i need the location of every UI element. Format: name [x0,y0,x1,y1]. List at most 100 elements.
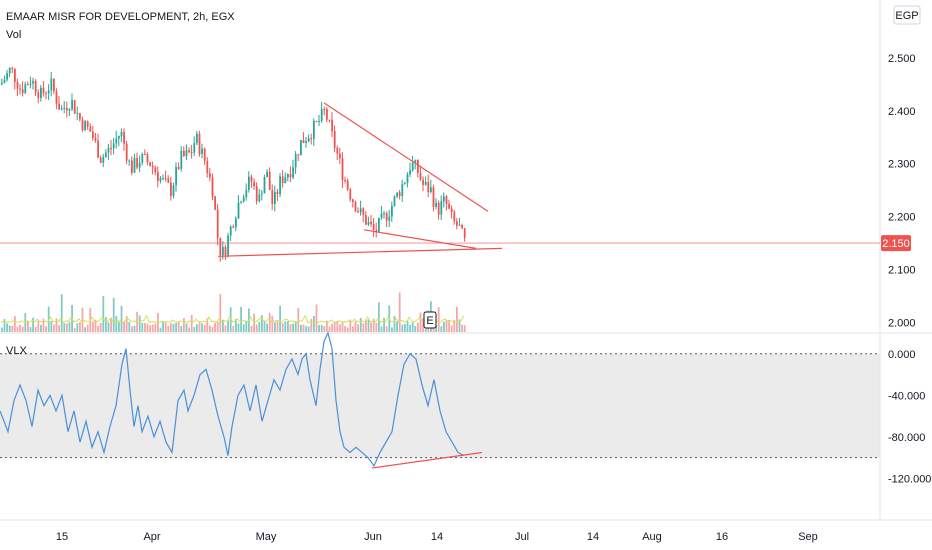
volume-ma-line [0,314,465,324]
candle-body [274,192,276,204]
volume-bar [170,323,172,332]
candle-body [341,158,344,181]
volume-bar [188,327,190,332]
candle-body [326,109,328,120]
volume-bar [315,304,318,332]
volume-bar [383,317,385,332]
volume-bar [115,315,118,332]
indicator-label[interactable]: VLX [6,345,27,357]
volume-bar [99,322,102,332]
volume-bar [443,321,445,332]
candle-body [456,221,458,226]
volume-bar [105,316,107,332]
volume-bar [6,323,8,332]
candle-body [53,78,55,92]
volume-bar [245,320,248,332]
volume-bar [183,318,185,332]
time-tick-label: 14 [587,531,599,543]
candle-body [313,120,315,139]
price-tick-label: 2.300 [888,159,916,171]
volume-bar [302,324,305,332]
candle-body [352,199,354,202]
volume-bar [180,325,183,332]
candle-body [47,90,50,94]
volume-bar [365,319,367,332]
earnings-marker[interactable]: E [423,311,437,329]
volume-bar [435,325,437,332]
volume-bar [289,324,292,332]
candle-body [435,202,437,207]
candle-body [42,87,45,94]
volume-bar [128,321,131,332]
volume-bar [138,315,141,332]
candle-body [240,201,242,203]
candle-body [8,67,11,74]
candle-body [123,131,125,144]
volume-bar [37,320,40,332]
candle-body [222,247,224,256]
candle-body [112,143,115,149]
candle-body [245,189,248,198]
candle-body [362,208,365,216]
volume-bar [216,321,219,332]
volume-bar [294,321,297,332]
last-price-badge: 2.150 [881,235,911,252]
volume-bar [144,323,146,332]
candle-body [354,201,357,212]
candle-body [461,225,463,229]
volume-bar [458,319,461,332]
candle-body [40,87,42,98]
volume-bar [253,313,255,332]
currency-label[interactable]: EGP [893,5,921,25]
candle-body [120,131,123,137]
volume-bar [307,326,310,332]
candle-body [320,109,323,121]
volume-bar [112,297,115,332]
volume-bar [123,322,125,332]
volume-bar [409,324,411,332]
candle-body [21,89,24,93]
candle-body [336,147,339,154]
volume-bar [53,324,55,332]
candle-body [73,100,76,114]
volume-bar [391,327,393,332]
candle-body [170,182,172,196]
candle-body [206,161,209,174]
candle-body [157,172,159,181]
candle-body [266,171,268,177]
candle-body [167,178,170,183]
volume-bar [58,325,60,332]
candle-body [448,203,450,209]
volume-bar [281,322,284,332]
volume-bar [73,327,76,332]
time-tick-label: Sep [798,531,818,543]
candle-body [255,186,258,202]
volume-bar [81,307,84,332]
candle-body [268,171,271,191]
volume-label[interactable]: Vol [6,29,21,41]
candle-body [29,83,32,85]
volume-bar [310,318,313,332]
candle-body [3,79,6,83]
candle-body [419,172,422,180]
time-tick-label: Jul [515,531,529,543]
volume-bar [271,315,274,332]
price-axis[interactable]: 2.000 2.100 2.200 2.300 2.400 2.500 [888,53,916,330]
volume-bar [118,321,120,332]
volume-bar [16,326,19,332]
price-pane[interactable] [0,0,880,333]
volume-bar [21,326,24,332]
oscillator-tick-label: 0.000 [888,349,916,361]
volume-bar [120,305,123,332]
candle-body [229,226,232,236]
symbol-title[interactable]: EMAAR MISR FOR DEVELOPMENT, 2h, EGX [6,11,235,23]
candle-body [378,217,380,232]
oscillator-axis[interactable]: 0.000 -40.000 -80.000 -120.000 [0,349,931,486]
volume-bar [385,326,388,332]
volume-bar [1,327,3,332]
price-trendlines[interactable] [217,102,503,257]
volume-bar [131,326,133,332]
time-tick-label: 16 [716,531,728,543]
time-axis[interactable]: 15 Apr May Jun 14 Jul 14 Aug 16 Sep [56,531,818,543]
